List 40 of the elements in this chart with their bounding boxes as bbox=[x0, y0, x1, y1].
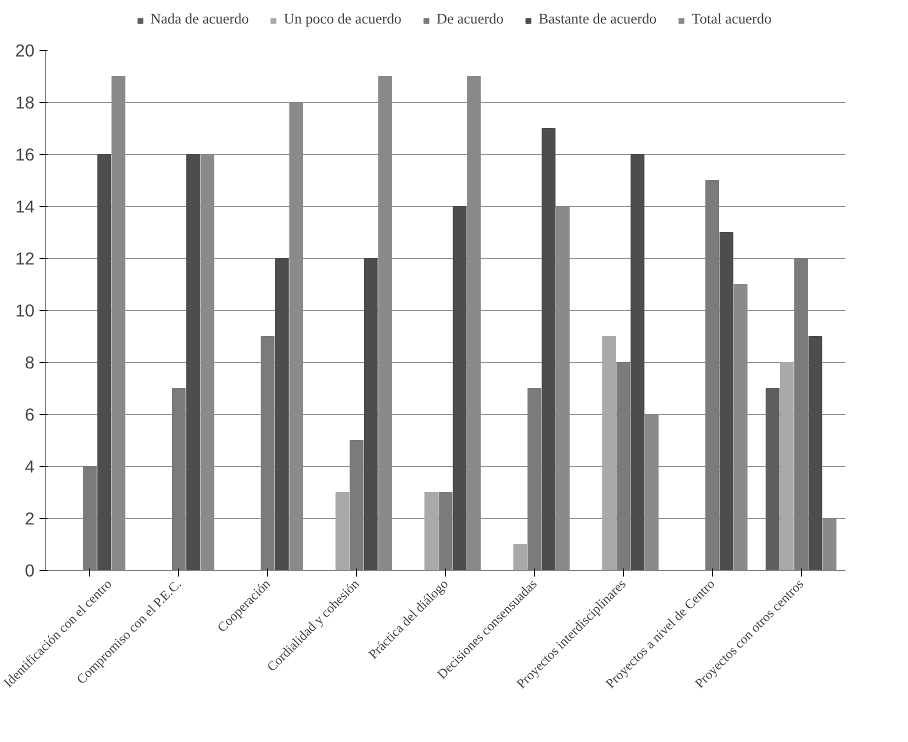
bar bbox=[172, 388, 186, 570]
legend-label: Un poco de acuerdo bbox=[284, 12, 402, 28]
bar bbox=[260, 336, 275, 570]
bar bbox=[780, 362, 794, 570]
bar bbox=[616, 362, 630, 570]
bar bbox=[705, 180, 720, 570]
legend-label: De acuerdo bbox=[436, 12, 504, 28]
y-tick-label: 2 bbox=[24, 508, 35, 528]
bar bbox=[97, 154, 112, 570]
legend-label: Total acuerdo bbox=[692, 12, 772, 28]
y-tick-label: 16 bbox=[15, 144, 35, 164]
legend-label: Bastante de acuerdo bbox=[538, 12, 657, 28]
bar bbox=[364, 258, 378, 570]
bar bbox=[808, 336, 822, 570]
bar bbox=[335, 492, 350, 570]
bar bbox=[83, 466, 97, 570]
y-tick-label: 4 bbox=[24, 456, 35, 476]
bar bbox=[794, 258, 808, 570]
y-tick-label: 20 bbox=[15, 40, 35, 60]
y-tick-label: 12 bbox=[15, 248, 35, 268]
y-tick-label: 14 bbox=[15, 196, 35, 216]
bar bbox=[350, 440, 364, 570]
bar bbox=[275, 258, 289, 570]
bar bbox=[602, 336, 616, 570]
y-tick-label: 10 bbox=[15, 300, 35, 320]
bar bbox=[186, 154, 200, 570]
bar bbox=[630, 154, 644, 570]
bar bbox=[513, 544, 528, 570]
bar bbox=[542, 128, 556, 570]
bar bbox=[438, 492, 452, 570]
bar bbox=[424, 492, 438, 570]
bar bbox=[452, 206, 467, 570]
bar bbox=[527, 388, 542, 570]
bar bbox=[719, 232, 734, 570]
y-tick-label: 0 bbox=[24, 560, 35, 580]
y-tick-label: 8 bbox=[24, 352, 35, 372]
y-tick-label: 18 bbox=[15, 92, 35, 112]
legend-label: Nada de acuerdo bbox=[150, 12, 249, 28]
y-tick-label: 6 bbox=[24, 404, 35, 424]
bar bbox=[766, 388, 780, 570]
